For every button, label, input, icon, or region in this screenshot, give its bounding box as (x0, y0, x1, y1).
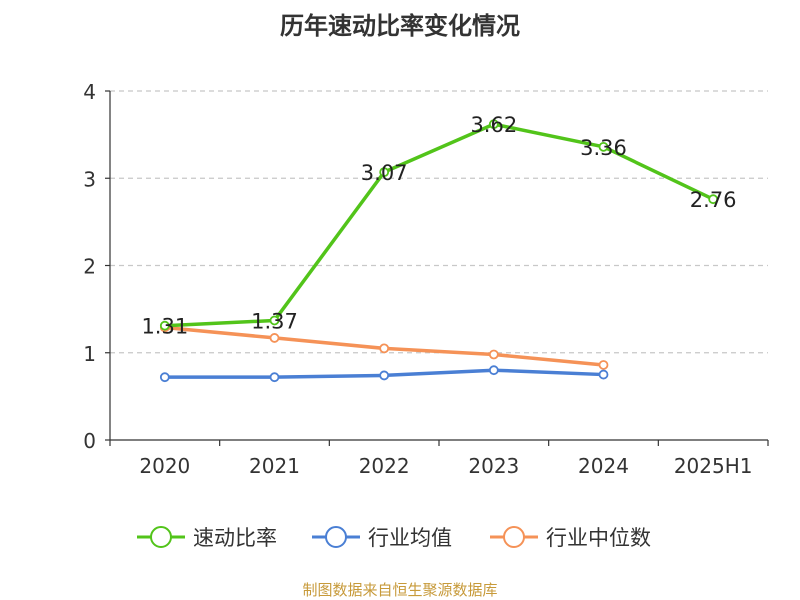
y-tick-label: 2 (83, 255, 96, 279)
data-label: 1.31 (141, 315, 188, 339)
x-tick-label: 2022 (359, 454, 410, 478)
data-point (598, 360, 609, 370)
y-tick-label: 4 (83, 80, 96, 104)
data-point (269, 333, 280, 343)
data-label: 1.37 (251, 309, 298, 333)
x-tick-label: 2023 (468, 454, 519, 478)
data-point (379, 343, 390, 354)
data-point (488, 349, 499, 360)
data-label: 3.62 (470, 113, 517, 137)
legend-marker (325, 526, 347, 548)
data-point (708, 194, 719, 205)
data-point (488, 365, 499, 376)
legend-label: 速动比率 (193, 526, 277, 550)
data-point (269, 315, 280, 326)
x-tick-label: 2021 (249, 454, 300, 478)
legend-label: 行业均值 (368, 526, 452, 550)
data-point (598, 369, 609, 380)
x-tick-label: 2024 (578, 454, 629, 478)
data-label: 3.36 (580, 136, 627, 160)
data-label: 3.07 (361, 161, 408, 185)
legend-label: 行业中位数 (546, 526, 651, 550)
legend-marker (150, 526, 172, 548)
data-point (269, 372, 280, 383)
chart-title: 历年速动比率变化情况 (280, 12, 520, 40)
data-point (379, 370, 390, 381)
source-note: 制图数据来自恒生聚源数据库 (302, 581, 498, 599)
series-line (164, 122, 714, 328)
data-point (159, 372, 170, 383)
legend-marker (503, 526, 525, 548)
data-point (159, 320, 170, 331)
y-tick-label: 3 (83, 167, 96, 191)
data-point (598, 141, 609, 152)
data-point (379, 167, 390, 178)
x-tick-label: 2020 (139, 454, 190, 478)
y-tick-label: 0 (83, 429, 96, 453)
data-point (488, 119, 499, 130)
y-tick-label: 1 (83, 342, 96, 366)
x-tick-label: 2025H1 (674, 454, 753, 478)
data-label: 2.76 (690, 188, 737, 212)
